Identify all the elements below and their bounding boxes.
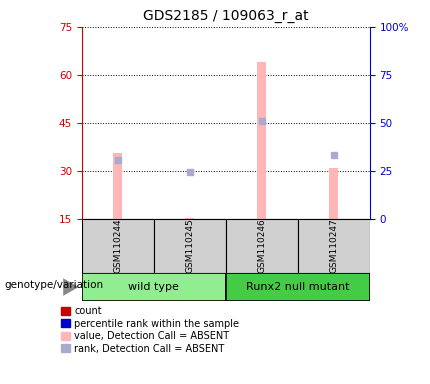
Bar: [226, 273, 370, 301]
Text: genotype/variation: genotype/variation: [4, 280, 104, 290]
Legend: count, percentile rank within the sample, value, Detection Call = ABSENT, rank, : count, percentile rank within the sample…: [61, 306, 240, 354]
Text: GSM110244: GSM110244: [113, 218, 122, 273]
Title: GDS2185 / 109063_r_at: GDS2185 / 109063_r_at: [143, 9, 309, 23]
Bar: [226, 219, 298, 273]
Text: GSM110245: GSM110245: [185, 218, 194, 273]
Bar: [298, 219, 370, 273]
Text: GSM110246: GSM110246: [257, 218, 266, 273]
Point: [114, 157, 121, 163]
Polygon shape: [63, 278, 79, 296]
Bar: [82, 219, 154, 273]
Point: [186, 169, 193, 175]
Bar: [82, 273, 226, 301]
Text: Runx2 null mutant: Runx2 null mutant: [246, 282, 350, 292]
Text: wild type: wild type: [128, 282, 179, 292]
Text: GSM110247: GSM110247: [329, 218, 338, 273]
Bar: [258, 62, 266, 219]
Point: [258, 118, 265, 124]
Bar: [185, 218, 194, 219]
Bar: [154, 219, 226, 273]
Bar: [329, 168, 338, 219]
Bar: [114, 153, 122, 219]
Point: [330, 152, 337, 158]
